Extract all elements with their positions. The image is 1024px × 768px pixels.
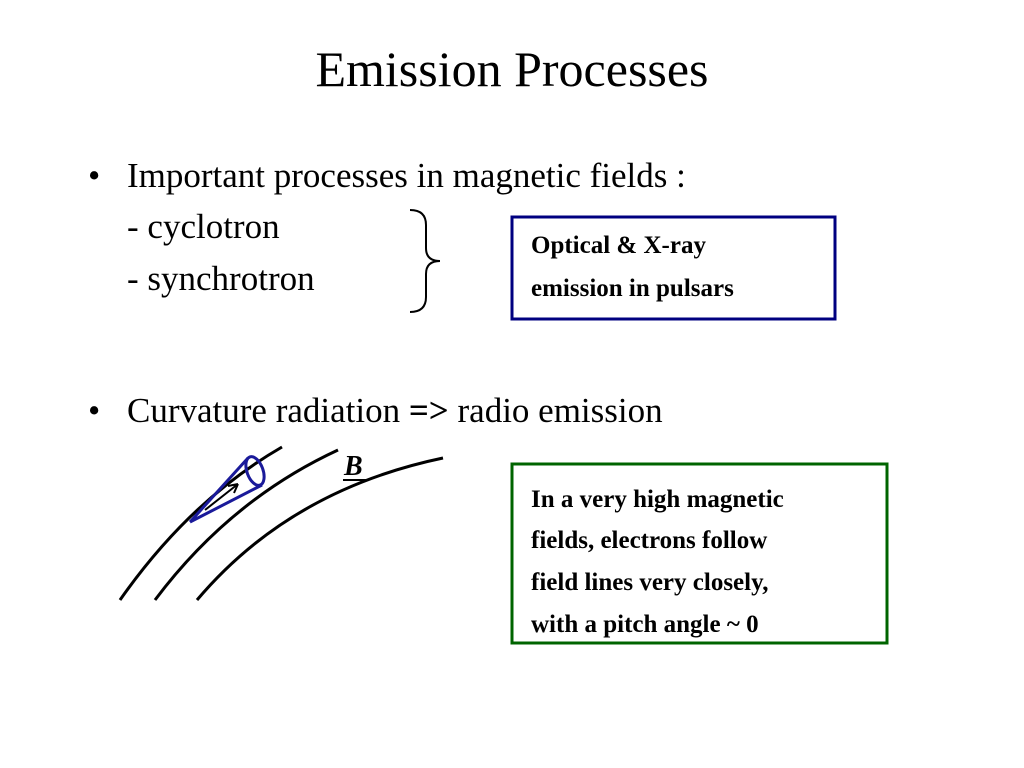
box-text: fields, electrons follow	[531, 527, 767, 554]
field-label: B	[343, 451, 363, 482]
box-text: emission in pulsars	[531, 275, 734, 302]
callout-box	[510, 462, 889, 645]
field-line	[195, 456, 444, 601]
field-line	[153, 448, 339, 601]
callout-box	[510, 215, 837, 321]
text-part: Curvature radiation	[127, 391, 409, 430]
box-text: with a pitch angle ~ 0	[531, 611, 759, 638]
brace	[409, 209, 441, 313]
slide-title: Emission Processes	[315, 41, 708, 97]
text-part: =>	[409, 391, 449, 430]
box-text: In a very high magnetic	[531, 486, 784, 513]
emission-cone	[188, 456, 263, 524]
list-item: - cyclotron	[127, 207, 280, 246]
box-text: Optical & X-ray	[531, 232, 706, 259]
bullet-marker: •	[88, 156, 100, 195]
cone-ellipse	[244, 455, 266, 487]
bullet-text: Important processes in magnetic fields :	[127, 156, 686, 195]
text-part: radio emission	[449, 391, 663, 430]
list-item: - synchrotron	[127, 259, 315, 298]
bullet-marker: •	[88, 391, 100, 430]
bullet-text: Curvature radiation => radio emission	[127, 391, 663, 430]
electron-arrow	[204, 483, 239, 511]
box-text: field lines very closely,	[531, 569, 768, 596]
